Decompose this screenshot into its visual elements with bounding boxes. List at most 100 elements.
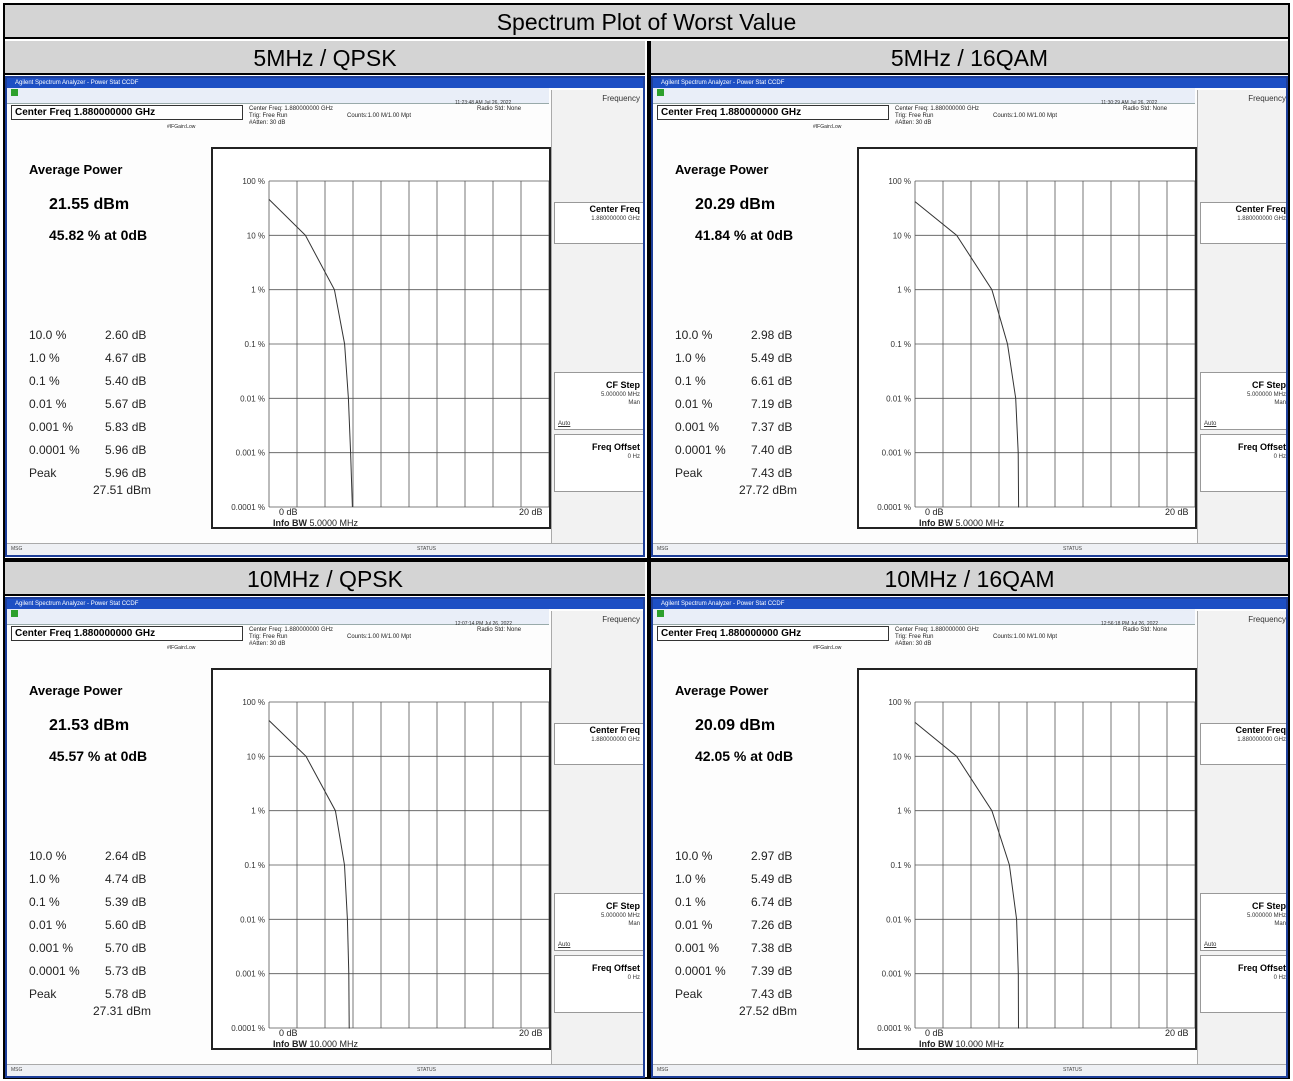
freq-offset-softkey[interactable]: Freq Offset 0 Hz <box>554 434 643 492</box>
cf-step-softkey[interactable]: CF Step 5.000000 MHz Man Auto <box>1200 372 1286 430</box>
softkey-panel: Frequency Center Freq 1.880000000 GHz CF… <box>551 90 643 545</box>
stat-value: 7.39 dB <box>751 964 793 978</box>
msg-label: MSG <box>11 546 23 552</box>
stat-row: 0.0001 % 5.73 dB <box>29 964 179 987</box>
stat-row: 0.0001 % 7.39 dB <box>675 964 825 987</box>
center-freq-readout[interactable]: Center Freq 1.880000000 GHz <box>657 105 889 120</box>
center-freq-softkey[interactable]: Center Freq 1.880000000 GHz <box>1200 723 1286 765</box>
center-freq-softkey[interactable]: Center Freq 1.880000000 GHz <box>554 723 643 765</box>
stat-value: 5.40 dB <box>105 374 147 388</box>
freq-offset-softkey[interactable]: Freq Offset 0 Hz <box>1200 955 1286 1013</box>
x-max-label: 20 dB <box>519 507 543 517</box>
status-label: STATUS <box>1063 1067 1082 1073</box>
y-tick-label: 0.1 % <box>891 340 911 349</box>
status-label: STATUS <box>417 1067 436 1073</box>
center-freq-softkey[interactable]: Center Freq 1.880000000 GHz <box>1200 202 1286 244</box>
meas-settings: Center Freq: 1.880000000 GHz Trig: Free … <box>249 106 333 127</box>
cf-step-softkey[interactable]: CF Step 5.000000 MHz Man Auto <box>1200 893 1286 951</box>
trigger-setting: Trig: Free Run <box>895 113 934 119</box>
stat-value: 7.26 dB <box>751 918 793 932</box>
status-bar: 12:07:14 PM Jul 26, 2022 <box>7 609 549 627</box>
center-freq-setting: Center Freq: 1.880000000 GHz <box>249 106 334 112</box>
trigger-setting: Trig: Free Run <box>895 634 934 640</box>
status-bar: 11:30:29 AM Jul 26, 2022 <box>653 88 1195 106</box>
stat-probability: 1.0 % <box>29 872 60 886</box>
stat-probability: 0.001 % <box>675 941 720 955</box>
y-tick-label: 0.001 % <box>882 970 911 979</box>
status-led-icon <box>657 89 664 96</box>
stat-probability: 0.0001 % <box>29 964 80 978</box>
softkey-auto: Auto <box>558 421 571 427</box>
analyzer-window: Agilent Spectrum Analyzer - Power Stat C… <box>651 597 1288 1078</box>
stat-value: 7.40 dB <box>751 443 793 457</box>
softkey-label: CF Step <box>1251 901 1286 911</box>
softkey-menu-title: Frequency <box>1248 94 1286 103</box>
status-label: STATUS <box>417 546 436 552</box>
center-freq-readout[interactable]: Center Freq 1.880000000 GHz <box>11 105 243 120</box>
stat-value: 2.64 dB <box>105 849 147 863</box>
y-tick-label: 0.0001 % <box>231 503 265 512</box>
if-gain: #IFGain:Low <box>813 645 842 651</box>
analyzer-screenshot: Agilent Spectrum Analyzer - Power Stat C… <box>5 597 645 1078</box>
attenuation-setting: #Atten: 30 dB <box>895 641 932 647</box>
center-freq-readout[interactable]: Center Freq 1.880000000 GHz <box>657 626 889 641</box>
y-tick-label: 10 % <box>893 752 911 761</box>
stat-value: 2.60 dB <box>105 328 147 342</box>
status-led-icon <box>11 610 18 617</box>
average-power-dbm: 20.09 dBm <box>695 717 776 734</box>
x-min-label: 0 dB <box>925 1028 944 1038</box>
stat-value: 5.78 dB <box>105 987 147 1001</box>
stat-row: Peak 7.43 dB <box>675 466 825 489</box>
stat-row: 10.0 % 2.60 dB <box>29 328 179 351</box>
stat-probability: Peak <box>29 466 57 480</box>
softkey-panel: Frequency Center Freq 1.880000000 GHz CF… <box>551 611 643 1066</box>
freq-offset-softkey[interactable]: Freq Offset 0 Hz <box>1200 434 1286 492</box>
stat-value: 5.96 dB <box>105 466 147 480</box>
info-bw-label: Info BW <box>919 1039 953 1049</box>
y-tick-label: 100 % <box>888 698 911 707</box>
stat-row: 0.01 % 5.60 dB <box>29 918 179 941</box>
status-bar: 12:56:18 PM Jul 26, 2022 <box>653 609 1195 627</box>
cf-step-softkey[interactable]: CF Step 5.000000 MHz Man Auto <box>554 372 643 430</box>
center-freq-readout[interactable]: Center Freq 1.880000000 GHz <box>11 626 243 641</box>
stat-row: 0.001 % 7.38 dB <box>675 941 825 964</box>
status-led-icon <box>11 89 18 96</box>
info-bw-value: 5.0000 MHz <box>955 518 1005 528</box>
msg-label: MSG <box>11 1067 23 1073</box>
stat-row: 10.0 % 2.97 dB <box>675 849 825 872</box>
average-power-percent: 45.57 % at 0dB <box>49 748 148 764</box>
stat-value: 2.98 dB <box>751 328 793 342</box>
stat-row: 10.0 % 2.64 dB <box>29 849 179 872</box>
radio-std: Radio Std: None <box>1123 106 1168 112</box>
ccdf-stats: 10.0 % 2.97 dB 1.0 % 5.49 dB 0.1 % 6.74 dB 0.0… <box>675 849 825 1024</box>
stat-value: 5.39 dB <box>105 895 147 909</box>
center-freq-softkey[interactable]: Center Freq 1.880000000 GHz <box>554 202 643 244</box>
ccdf-stats: 10.0 % 2.60 dB 1.0 % 4.67 dB 0.1 % 5.40 dB 0.0… <box>29 328 179 503</box>
softkey-menu-title: Frequency <box>602 615 640 624</box>
message-bar: MSG STATUS <box>7 543 643 555</box>
stat-probability: 0.1 % <box>29 895 60 909</box>
stat-value: 6.74 dB <box>751 895 793 909</box>
y-tick-label: 0.001 % <box>236 970 265 979</box>
y-tick-label: 0.01 % <box>240 394 265 403</box>
softkey-value: 5.000000 MHz <box>1246 392 1286 398</box>
center-freq-setting: Center Freq: 1.880000000 GHz <box>895 106 980 112</box>
stat-value: 5.60 dB <box>105 918 147 932</box>
radio-std: Radio Std: None <box>1123 627 1168 633</box>
freq-offset-softkey[interactable]: Freq Offset 0 Hz <box>554 955 643 1013</box>
stat-probability: 0.001 % <box>675 420 720 434</box>
row-divider <box>5 558 1288 562</box>
average-power-percent: 41.84 % at 0dB <box>695 227 794 243</box>
stat-row: 0.1 % 5.40 dB <box>29 374 179 397</box>
average-power-label: Average Power <box>29 683 123 698</box>
softkey-label: Center Freq <box>589 204 640 214</box>
cf-step-softkey[interactable]: CF Step 5.000000 MHz Man Auto <box>554 893 643 951</box>
softkey-man: Man <box>628 400 640 406</box>
softkey-value: 0 Hz <box>1273 975 1286 981</box>
softkey-label: CF Step <box>605 380 640 390</box>
stat-row: 0.01 % 7.19 dB <box>675 397 825 420</box>
stat-row: Peak 5.96 dB <box>29 466 179 489</box>
ccdf-plot: 100 % 10 % 1 % 0.1 % 0.01 % 0.001 % 0.0001 % 0… <box>857 668 1197 1050</box>
stat-row: 0.001 % 5.83 dB <box>29 420 179 443</box>
ccdf-curve <box>268 199 353 508</box>
